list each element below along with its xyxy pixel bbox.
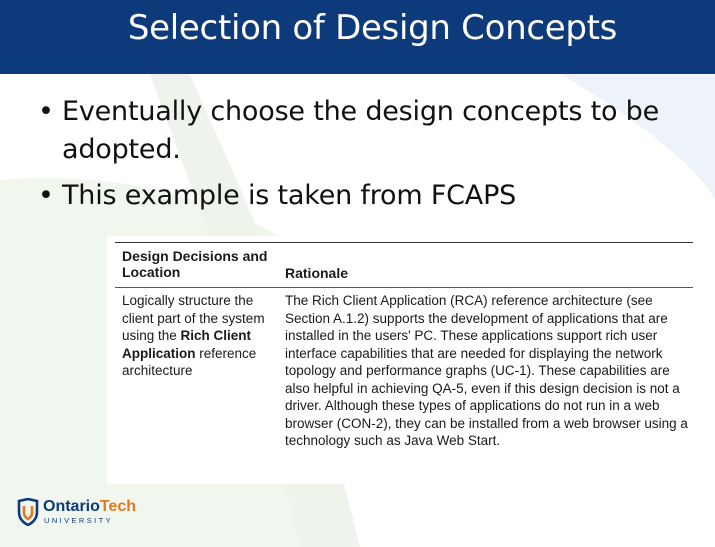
logo-university-text: UNIVERSITY bbox=[44, 516, 114, 525]
bullet-list: • Eventually choose the design concepts … bbox=[38, 93, 698, 223]
column-header-design-decisions: Design Decisions and Location bbox=[122, 248, 268, 280]
bullet-dot-icon: • bbox=[38, 180, 54, 211]
slide-title: Selection of Design Concepts bbox=[127, 8, 618, 48]
ontario-tech-logo: OntarioTech UNIVERSITY bbox=[17, 495, 147, 529]
rationale-cell: The Rich Client Application (RCA) refere… bbox=[285, 293, 688, 448]
logo-ontario-text: Ontario bbox=[43, 498, 100, 515]
table-header-rule bbox=[115, 287, 693, 288]
bullet-dot-icon: • bbox=[38, 96, 54, 127]
shield-logo-icon bbox=[17, 498, 39, 526]
design-decision-table: Design Decisions and Location Rationale … bbox=[107, 236, 693, 484]
bullet-text: This example is taken from FCAPS bbox=[62, 180, 517, 211]
bullet-item: • Eventually choose the design concepts … bbox=[38, 93, 698, 169]
decision-cell: Logically structure the client part of t… bbox=[122, 292, 282, 380]
title-bar: Selection of Design Concepts bbox=[0, 0, 715, 74]
logo-wordmark: OntarioTech bbox=[43, 498, 136, 516]
column-header-rationale: Rationale bbox=[285, 265, 349, 281]
decision-text: Logically structure the client part of t… bbox=[122, 293, 265, 343]
logo-tech-text: Tech bbox=[99, 498, 137, 515]
bullet-text: Eventually choose the design concepts to… bbox=[62, 96, 660, 165]
bullet-item: • This example is taken from FCAPS bbox=[38, 177, 698, 215]
decision-bold-text: Rich Client Application bbox=[122, 328, 252, 361]
table-top-rule bbox=[115, 242, 693, 243]
decision-text-end: reference architecture bbox=[122, 345, 257, 379]
